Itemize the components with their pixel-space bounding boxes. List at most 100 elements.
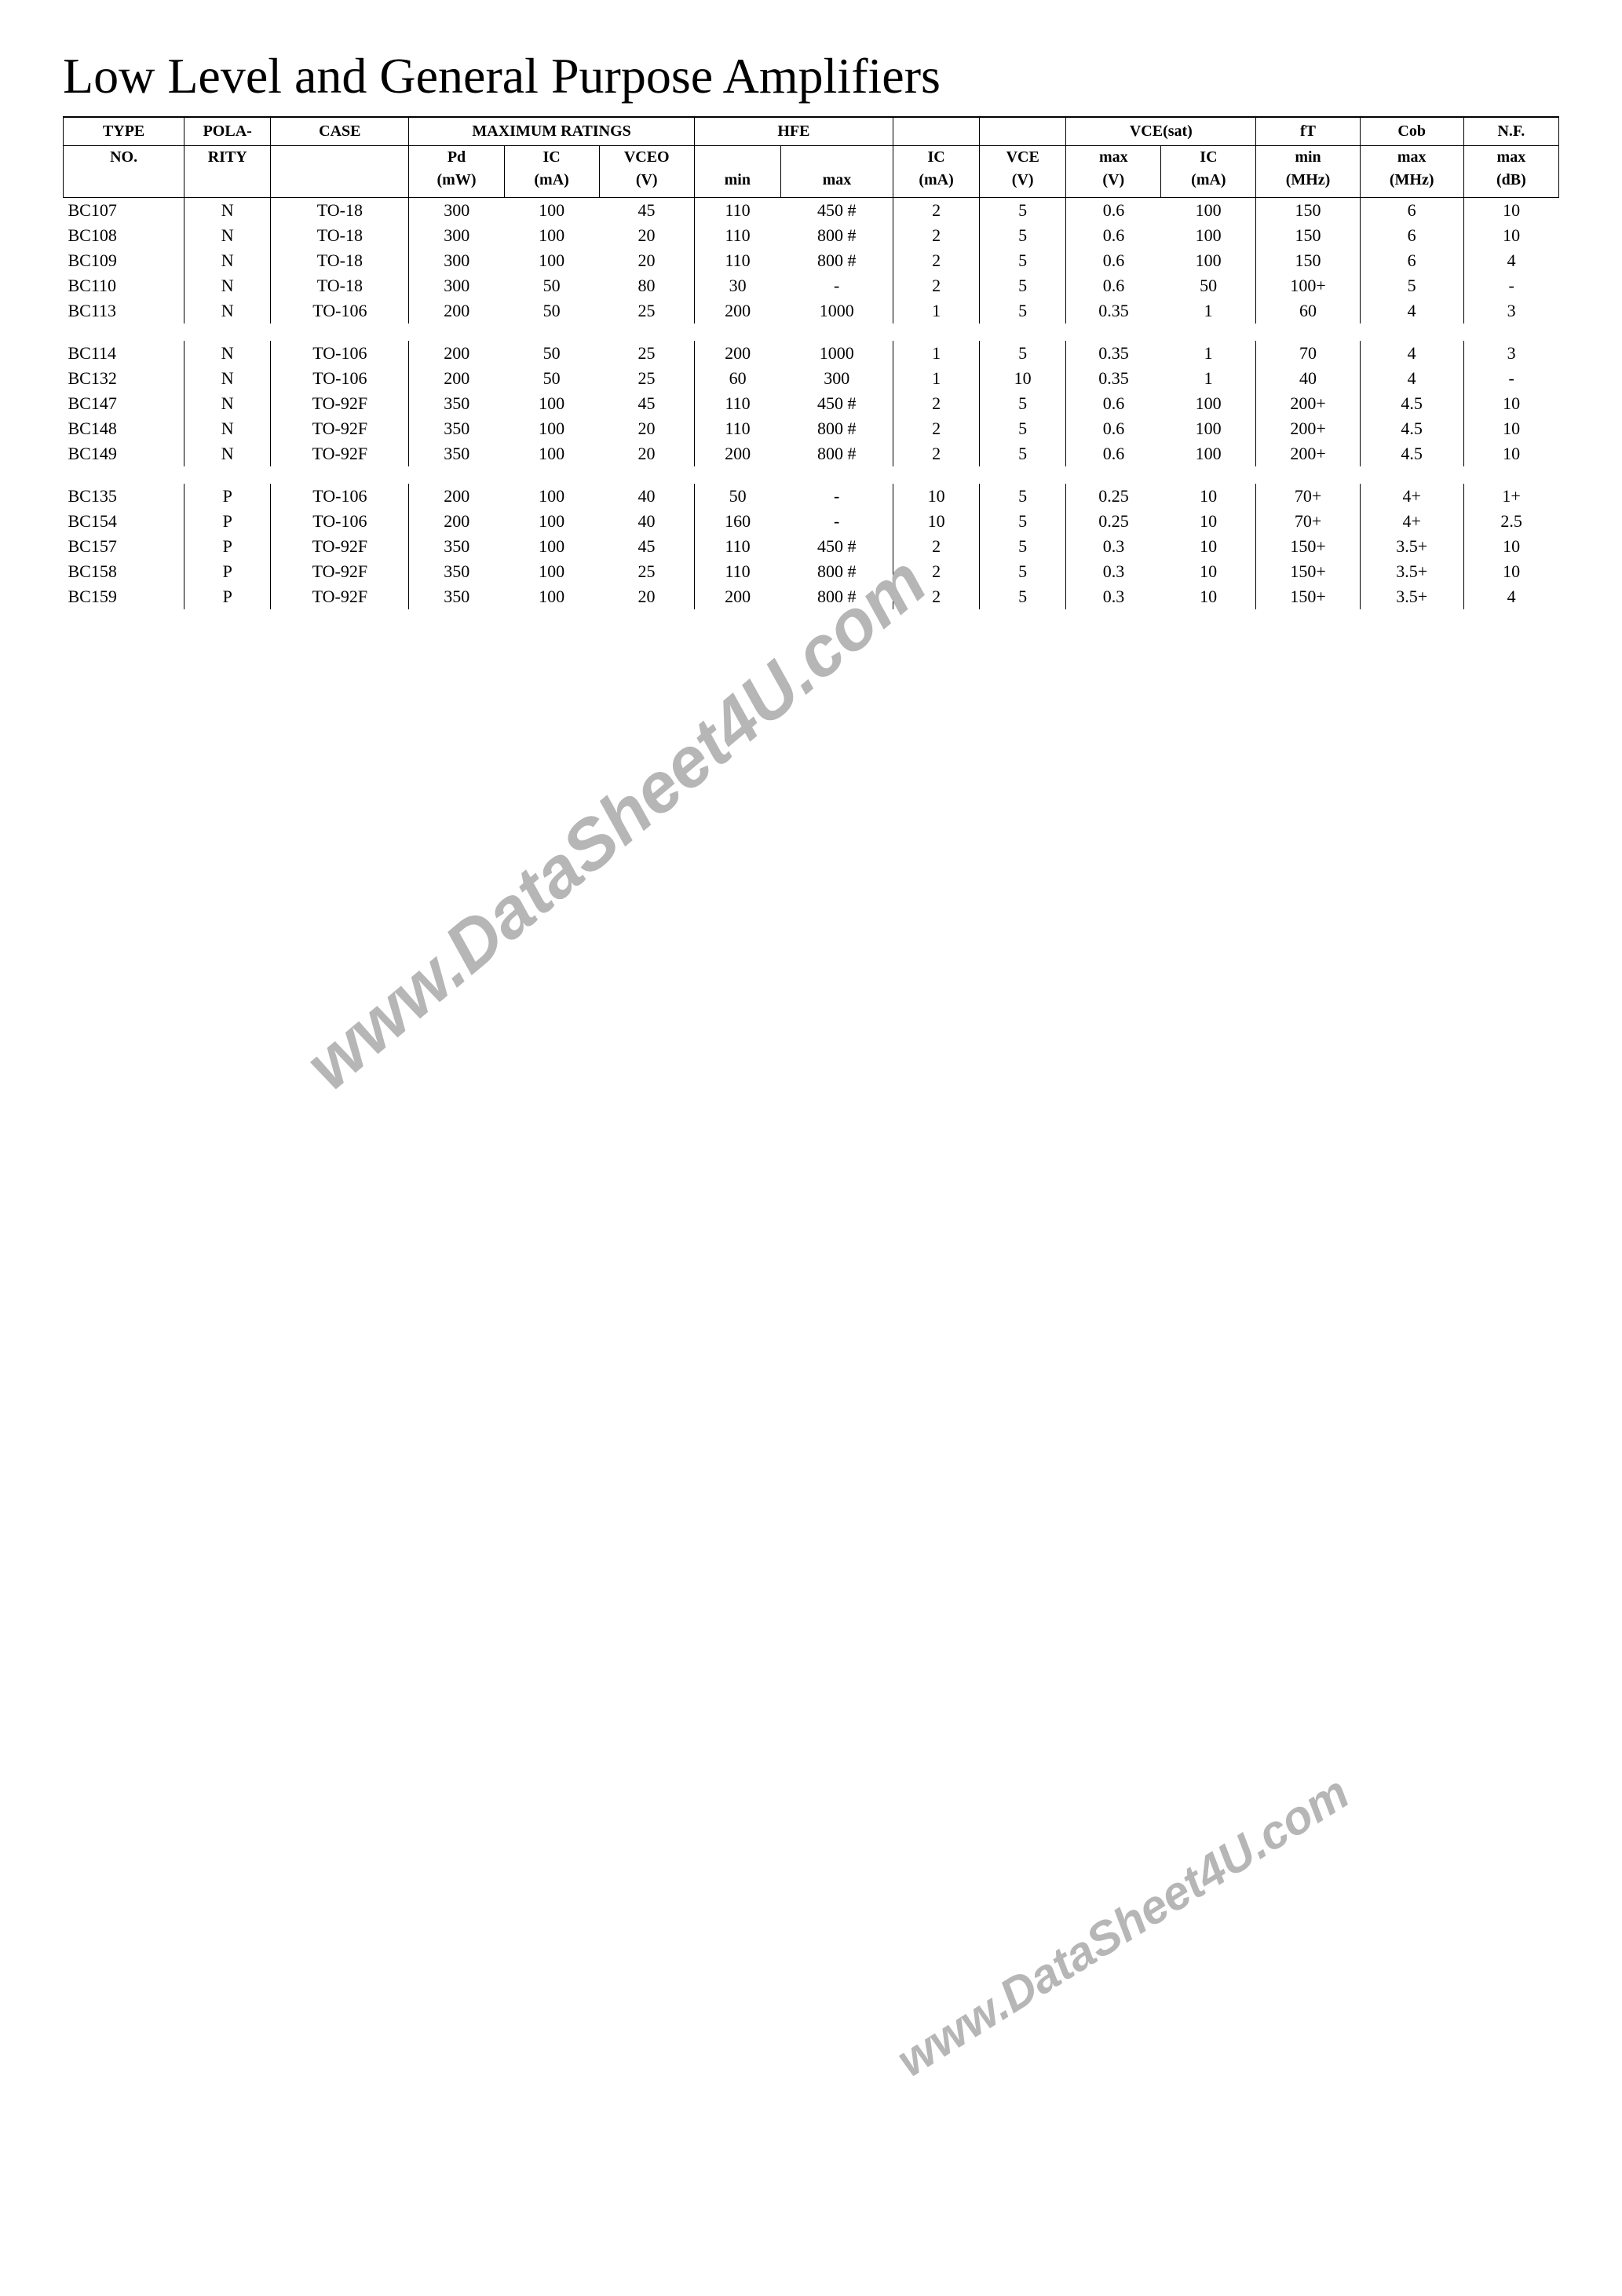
th-pola: POLA- [184, 117, 271, 146]
cell-pd_mw: 200 [409, 341, 504, 366]
cell-ic_ma: 100 [504, 559, 599, 584]
cell-ic_ma2: 1 [893, 298, 980, 324]
cell-type: BC132 [64, 366, 184, 391]
cell-ic_ma: 50 [504, 298, 599, 324]
cell-vceo_v: 25 [599, 298, 694, 324]
cell-ic_ma2: 2 [893, 198, 980, 224]
th3-6: min [694, 169, 780, 198]
cell-nf_max_db: - [1463, 273, 1558, 298]
cell-hfe_min: 110 [694, 248, 780, 273]
th2-ic: IC [504, 146, 599, 170]
cell-ic_ma: 100 [504, 198, 599, 224]
cell-ft_min_mhz: 40 [1256, 366, 1360, 391]
cell-vcesat_ic_ma: 1 [1161, 366, 1256, 391]
table-row: BC147NTO-92F35010045110450 #250.6100200+… [64, 391, 1559, 416]
cell-nf_max_db: 10 [1463, 416, 1558, 441]
cell-hfe_max: - [780, 273, 893, 298]
cell-vcesat_ic_ma: 50 [1161, 273, 1256, 298]
table-row: BC110NTO-18300508030-250.650100+5- [64, 273, 1559, 298]
cell-vceo_v: 25 [599, 366, 694, 391]
cell-case: TO-18 [271, 223, 409, 248]
table-row: BC158PTO-92F35010025110800 #250.310150+3… [64, 559, 1559, 584]
cell-pd_mw: 300 [409, 248, 504, 273]
cell-ic_ma: 100 [504, 534, 599, 559]
cell-vcesat_max_v: 0.35 [1066, 366, 1161, 391]
cell-vcesat_ic_ma: 10 [1161, 509, 1256, 534]
cell-polarity: N [184, 391, 271, 416]
cell-ft_min_mhz: 200+ [1256, 416, 1360, 441]
cell-hfe_min: 200 [694, 298, 780, 324]
cell-polarity: N [184, 273, 271, 298]
watermark-small: www.DataSheet4U.com [887, 1765, 1358, 2088]
table-row: BC149NTO-92F35010020200800 #250.6100200+… [64, 441, 1559, 466]
cell-polarity: N [184, 341, 271, 366]
cell-vcesat_ic_ma: 10 [1161, 584, 1256, 609]
cell-cob_max_mhz: 4 [1360, 341, 1463, 366]
cell-nf_max_db: - [1463, 366, 1558, 391]
th3-8: (mA) [893, 169, 980, 198]
th3-11: (mA) [1161, 169, 1256, 198]
cell-hfe_max: 800 # [780, 441, 893, 466]
cell-vceo_v: 40 [599, 509, 694, 534]
cell-vceo_v: 80 [599, 273, 694, 298]
cell-ft_min_mhz: 150 [1256, 198, 1360, 224]
cell-cob_max_mhz: 4.5 [1360, 416, 1463, 441]
cell-vceo_v: 45 [599, 198, 694, 224]
cell-cob_max_mhz: 3.5+ [1360, 584, 1463, 609]
cell-hfe_min: 160 [694, 509, 780, 534]
cell-vcesat_max_v: 0.25 [1066, 509, 1161, 534]
cell-vce_v: 5 [980, 248, 1066, 273]
cell-polarity: N [184, 366, 271, 391]
th-blank1 [893, 117, 980, 146]
cell-ft_min_mhz: 150+ [1256, 534, 1360, 559]
cell-vcesat_max_v: 0.25 [1066, 484, 1161, 509]
cell-cob_max_mhz: 6 [1360, 248, 1463, 273]
cell-type: BC147 [64, 391, 184, 416]
table-row: BC113NTO-10620050252001000150.3516043 [64, 298, 1559, 324]
th2-case [271, 146, 409, 170]
cell-polarity: N [184, 223, 271, 248]
cell-vcesat_max_v: 0.3 [1066, 534, 1161, 559]
cell-hfe_min: 200 [694, 441, 780, 466]
cell-ic_ma2: 1 [893, 366, 980, 391]
cell-case: TO-106 [271, 484, 409, 509]
cell-hfe_min: 200 [694, 584, 780, 609]
cell-pd_mw: 200 [409, 298, 504, 324]
th2-hmin [694, 146, 780, 170]
cell-hfe_max: 800 # [780, 559, 893, 584]
th3-5: (V) [599, 169, 694, 198]
th3-3: (mW) [409, 169, 504, 198]
cell-vceo_v: 45 [599, 534, 694, 559]
cell-nf_max_db: 4 [1463, 584, 1558, 609]
table-row: BC132NTO-1062005025603001100.351404- [64, 366, 1559, 391]
cell-polarity: P [184, 534, 271, 559]
cell-vce_v: 5 [980, 223, 1066, 248]
cell-pd_mw: 350 [409, 391, 504, 416]
cell-type: BC113 [64, 298, 184, 324]
cell-type: BC157 [64, 534, 184, 559]
th3-10: (V) [1066, 169, 1161, 198]
th3-1 [184, 169, 271, 198]
cell-vcesat_max_v: 0.3 [1066, 559, 1161, 584]
cell-polarity: N [184, 416, 271, 441]
cell-polarity: N [184, 298, 271, 324]
th2-cob: max [1360, 146, 1463, 170]
cell-vce_v: 10 [980, 366, 1066, 391]
cell-ic_ma2: 2 [893, 584, 980, 609]
cell-hfe_min: 110 [694, 198, 780, 224]
th3-9: (V) [980, 169, 1066, 198]
cell-ic_ma: 50 [504, 273, 599, 298]
cell-ic_ma2: 2 [893, 441, 980, 466]
cell-vcesat_max_v: 0.35 [1066, 298, 1161, 324]
cell-vce_v: 5 [980, 534, 1066, 559]
table-row: BC135PTO-1062001004050-1050.251070+4+1+ [64, 484, 1559, 509]
cell-ic_ma2: 2 [893, 248, 980, 273]
cell-pd_mw: 350 [409, 441, 504, 466]
cell-vce_v: 5 [980, 441, 1066, 466]
table-row: BC157PTO-92F35010045110450 #250.310150+3… [64, 534, 1559, 559]
th3-7: max [780, 169, 893, 198]
cell-vce_v: 5 [980, 484, 1066, 509]
th2-pd: Pd [409, 146, 504, 170]
th2-no: NO. [64, 146, 184, 170]
cell-cob_max_mhz: 4 [1360, 366, 1463, 391]
